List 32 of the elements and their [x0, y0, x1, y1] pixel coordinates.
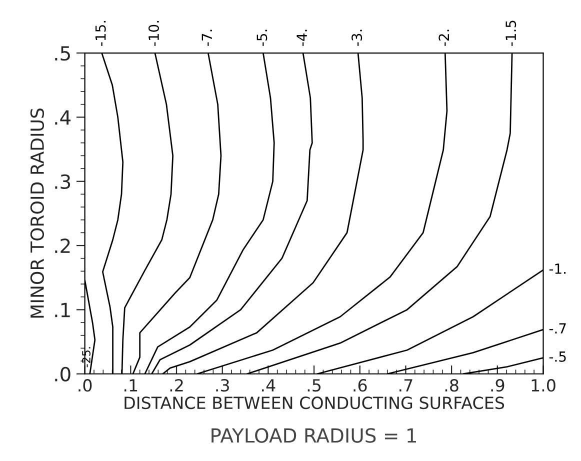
- text: -4.: [296, 30, 307, 46]
- x-tick-label: .3: [216, 379, 229, 392]
- x-tick-label: .5: [308, 379, 321, 392]
- y-axis-title: MINOR TOROID RADIUS: [30, 108, 44, 318]
- series-label: -.5: [549, 352, 566, 362]
- x-tick-label: .0: [78, 379, 92, 392]
- series-label: -1.: [549, 264, 566, 274]
- text: -3.: [352, 30, 362, 46]
- y-tick-label: .0: [55, 366, 70, 382]
- x-tick-label: 1.0: [532, 379, 556, 392]
- series-label: -.7: [549, 323, 566, 334]
- text: -7.: [202, 30, 212, 46]
- x-tick-label: .2: [170, 379, 183, 392]
- y-tick-label: .3: [55, 174, 70, 190]
- x-tick-label: .8: [445, 379, 458, 392]
- x-tick-label: .1: [124, 379, 138, 392]
- y-tick-label: .5: [55, 46, 70, 61]
- text: -15.: [95, 20, 106, 46]
- x-tick-label: .9: [491, 379, 504, 392]
- x-axis-title: DISTANCE BETWEEN CONDUCTING SURFACES: [124, 396, 504, 410]
- text: -2.: [438, 30, 449, 46]
- x-tick-label: .6: [354, 379, 367, 392]
- text: -10.: [148, 20, 159, 46]
- text: PAYLOAD RADIUS = 1: [212, 428, 416, 443]
- x-tick-label: .7: [400, 379, 412, 392]
- y-tick-label: .2: [55, 238, 70, 253]
- x-tick-label: .4: [262, 379, 276, 392]
- y-tick-label: .4: [55, 110, 71, 125]
- text: -25.: [82, 347, 90, 368]
- y-tick-label: .1: [55, 302, 70, 318]
- text: -5.: [256, 30, 268, 46]
- text: -1.5: [506, 20, 516, 46]
